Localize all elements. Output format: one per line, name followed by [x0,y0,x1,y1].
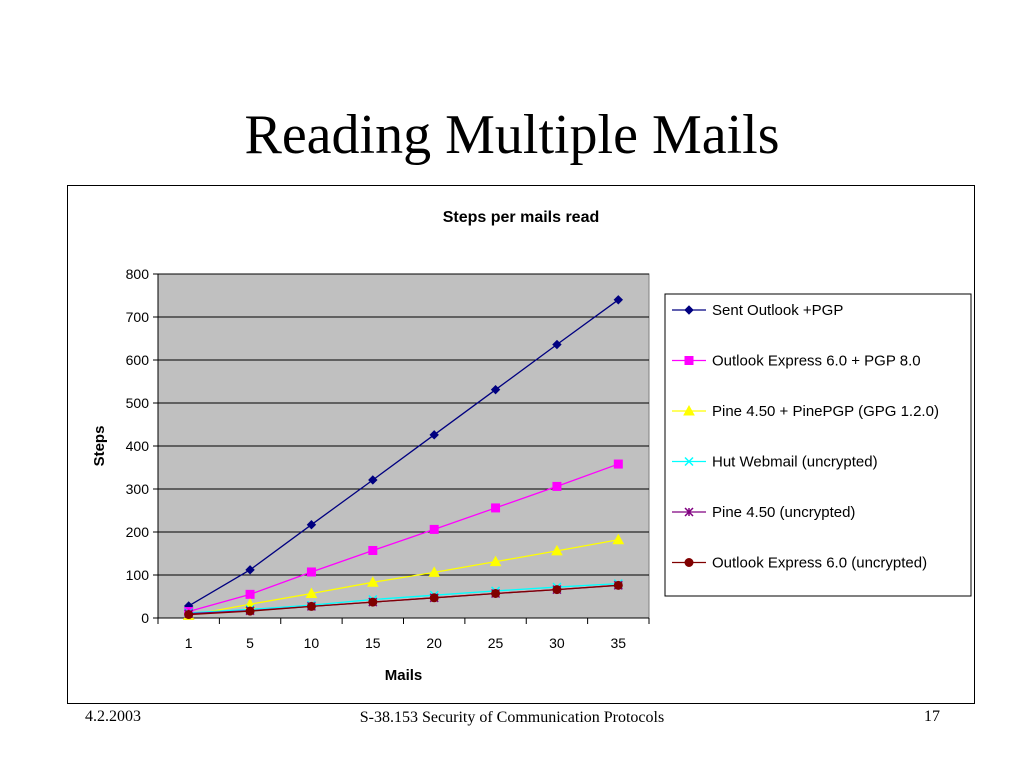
x-tick-label: 1 [185,635,193,651]
slide-title: Reading Multiple Mails [244,104,780,166]
data-point [305,587,318,598]
data-point [613,295,624,305]
y-tick-label: 700 [126,309,150,325]
legend-marker [684,558,694,567]
data-point [245,606,255,616]
y-tick-label: 500 [126,395,150,411]
x-axis-label: Mails [385,667,423,684]
data-point [613,580,623,590]
y-tick-label: 0 [141,610,149,626]
chart-title: Steps per mails read [443,209,600,226]
legend-label: Outlook Express 6.0 (uncrypted) [712,555,927,572]
data-point [368,545,378,555]
series-line-3 [188,539,619,617]
data-point [612,533,625,545]
y-tick-label: 300 [126,481,150,497]
series-line-4 [188,582,619,614]
legend-marker [684,456,694,467]
data-point [366,576,379,587]
data-point [306,567,316,577]
footer-page-number: 17 [924,708,940,725]
legend-label: Outlook Express 6.0 + PGP 8.0 [712,353,921,370]
x-tick-label: 35 [611,635,627,651]
y-tick-label: 400 [126,438,150,454]
y-axis-label: Steps [91,426,108,467]
y-tick-label: 600 [126,352,150,368]
legend-marker [684,305,694,315]
series-line-1 [188,299,619,607]
legend-marker [683,404,695,416]
data-point [306,519,317,530]
data-point [368,475,378,485]
x-tick-label: 25 [488,635,504,651]
data-point [245,565,255,575]
x-tick-label: 20 [426,635,442,651]
legend-marker [684,507,694,517]
footer-course: S-38.153 Security of Communication Proto… [359,709,665,726]
data-point [491,503,501,513]
x-tick-label: 30 [549,635,565,651]
data-point [489,555,502,567]
legend-label: Hut Webmail (uncrypted) [712,454,878,471]
chart-frame: Steps per mails read 0 100 200 300 400 500 600 7… [67,185,975,704]
data-point [551,544,563,556]
x-tick-label: 5 [246,635,254,651]
legend-marker [684,356,694,365]
footer-date: 4.2.2003 [85,708,141,725]
data-point [306,601,316,611]
data-point [552,585,562,595]
data-point [490,384,501,395]
data-point [552,481,562,491]
data-point [429,430,439,440]
line-chart: Steps per mails read 0 100 200 300 400 500 600 7… [91,209,972,684]
data-point [429,524,439,534]
data-point [613,459,623,469]
x-tick-label: 10 [304,635,320,651]
data-point [491,588,501,598]
data-point [429,593,439,603]
y-tick-label: 200 [126,524,150,540]
data-point [428,566,441,577]
data-point [245,589,255,599]
series-line-6 [188,584,619,616]
data-point [368,597,378,607]
legend-label: Pine 4.50 + PinePGP (GPG 1.2.0) [712,403,939,420]
series-line-2 [188,463,619,613]
data-point [552,339,562,350]
data-point [184,610,194,620]
y-tick-label: 100 [126,567,150,583]
legend-box [664,293,972,597]
y-tick-label: 800 [126,266,150,282]
legend-label: Pine 4.50 (uncrypted) [712,504,855,521]
legend-label: Sent Outlook +PGP [712,302,843,319]
x-tick-label: 15 [365,635,381,651]
